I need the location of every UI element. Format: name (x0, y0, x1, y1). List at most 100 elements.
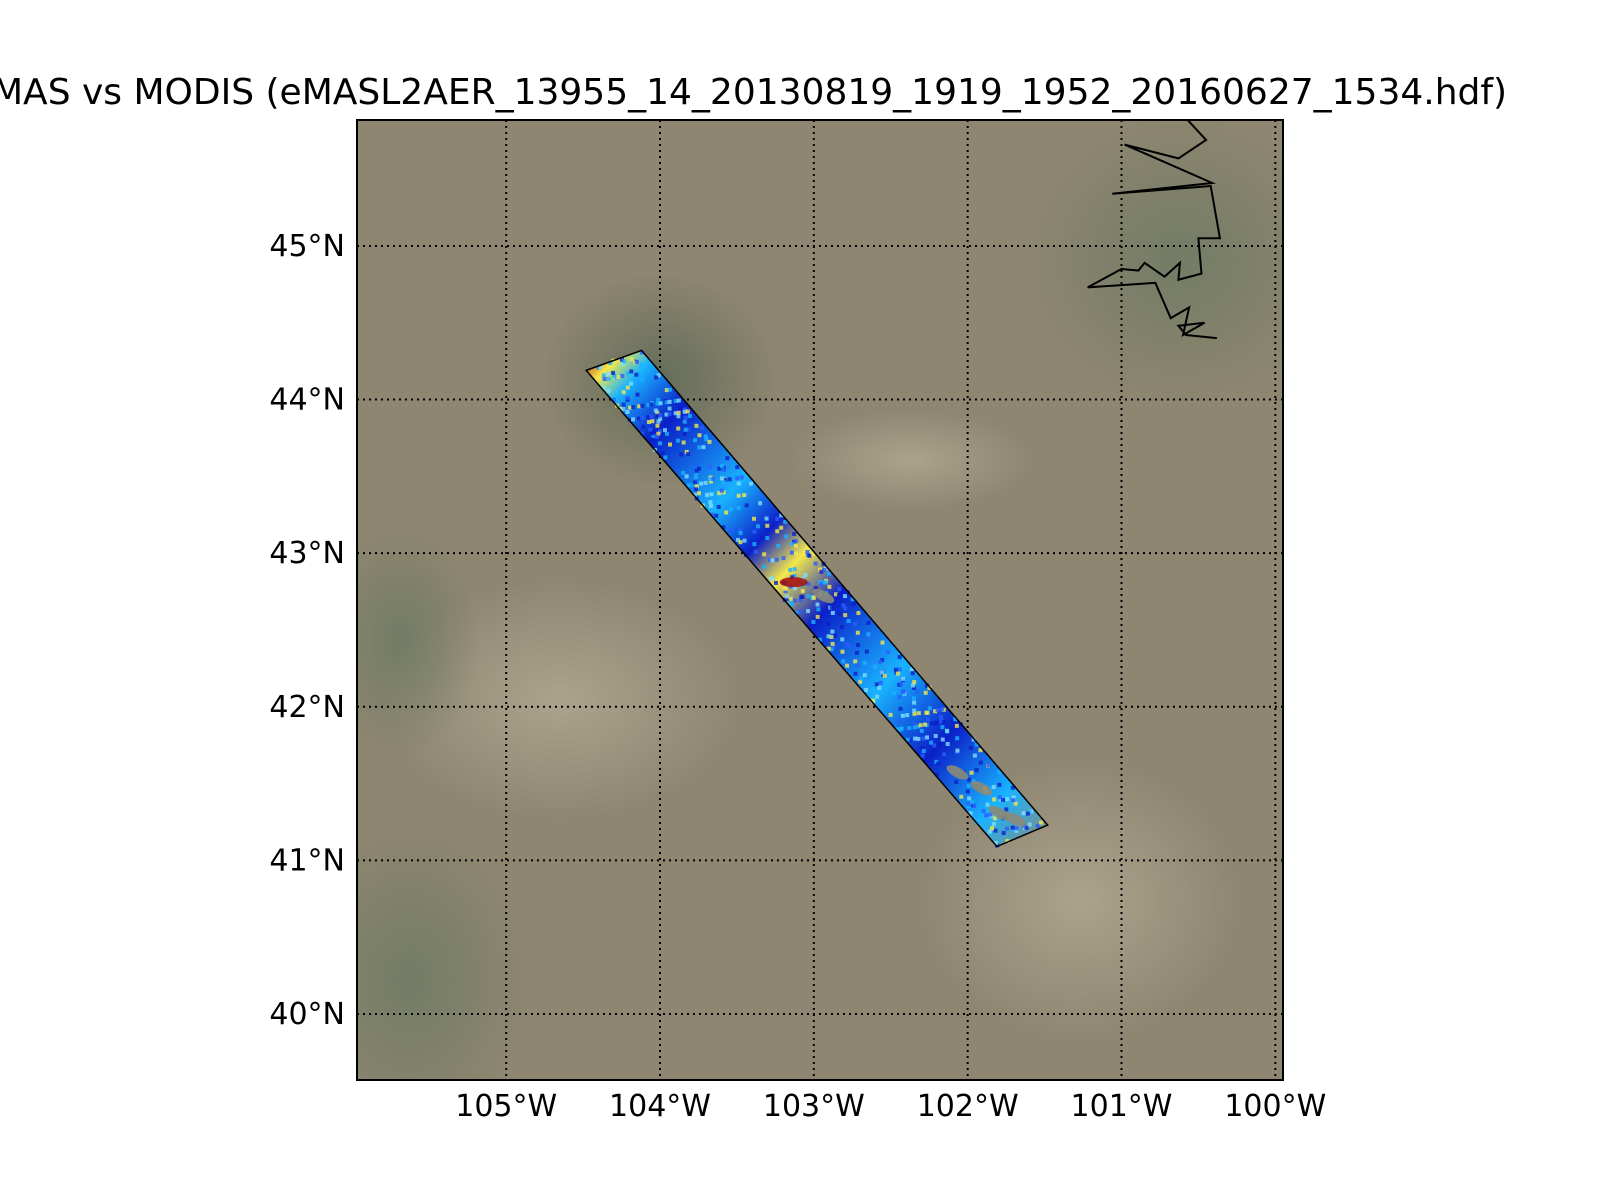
swath-speck (625, 385, 630, 390)
swath-speck (922, 722, 927, 727)
swath-speck (660, 451, 665, 456)
swath-speck (725, 456, 730, 461)
swath-speck (954, 779, 959, 784)
swath-speck (945, 728, 950, 733)
swath-speck (925, 683, 930, 688)
swath-speck (843, 613, 848, 618)
swath-speck (939, 715, 944, 720)
swath-speck (673, 398, 678, 403)
swath-speck (934, 772, 939, 777)
swath-speck (789, 602, 794, 607)
swath-speck (993, 816, 998, 821)
swath-speck (920, 753, 925, 758)
swath-speck (622, 359, 627, 364)
swath-speck (792, 586, 797, 591)
swath-speck (707, 439, 712, 444)
swath-speck (621, 390, 626, 395)
swath-speck (693, 462, 698, 467)
swath-speck (954, 723, 959, 728)
swath-speck (853, 671, 858, 676)
swath-speck (901, 676, 906, 681)
swath-speck (805, 549, 810, 554)
swath-speck (855, 630, 860, 635)
swath-speck (738, 527, 743, 532)
lon-tick-label: 102°W (917, 1089, 1019, 1124)
swath-speck (897, 655, 902, 660)
swath-speck (640, 403, 645, 408)
swath-speck (699, 425, 704, 430)
swath-speck (915, 689, 920, 694)
swath-speck (611, 397, 616, 402)
swath-speck (717, 466, 722, 471)
swath-speck (708, 500, 713, 505)
swath-speck (966, 803, 971, 808)
swath-speck (667, 412, 672, 417)
swath-speck (768, 558, 773, 563)
swath-speck (606, 364, 611, 369)
swath-speck (649, 414, 654, 419)
swath-speck (918, 723, 923, 728)
swath-speck (907, 726, 912, 731)
swath-speck (667, 442, 672, 447)
swath-speck (654, 375, 659, 380)
swath-speck (984, 813, 989, 818)
swath-speck (1027, 822, 1032, 827)
swath-speck (739, 475, 744, 480)
swath-speck (735, 476, 740, 481)
swath-speck (688, 414, 693, 419)
swath-speck (653, 408, 658, 413)
swath-speck (859, 676, 864, 681)
swath-speck (751, 516, 756, 521)
swath-speck (658, 416, 663, 421)
swath-speck (788, 596, 793, 601)
aerosol-swath (584, 349, 1049, 848)
swath-speck (910, 671, 915, 676)
swath-speck (829, 647, 834, 652)
swath-speck (916, 736, 921, 741)
swath-speck (911, 696, 916, 701)
swath-speck (629, 369, 634, 374)
swath-speck (658, 429, 663, 434)
swath-speck (788, 599, 793, 604)
swath-speck (910, 683, 915, 688)
swath-speck (707, 477, 712, 482)
swath-speck (862, 660, 867, 665)
swath-speck (736, 493, 741, 498)
swath-speck (854, 650, 859, 655)
swath-speck (650, 431, 655, 436)
swath-speck (913, 736, 918, 741)
swath-speck (901, 689, 906, 694)
swath-speck (882, 673, 887, 678)
swath-speck (676, 426, 681, 431)
swath-speck (974, 742, 979, 747)
swath-speck (888, 712, 893, 717)
swath-speck (852, 647, 857, 652)
swath-speck (987, 829, 992, 834)
swath-speck (856, 610, 861, 615)
swath-speck (840, 637, 845, 642)
swath-speck (846, 643, 851, 648)
swath-speck (620, 357, 625, 362)
swath-speck (797, 609, 802, 614)
swath-speck (694, 471, 699, 476)
swath-speck (682, 419, 687, 424)
swath-speck (608, 361, 613, 366)
swath-speck (811, 619, 816, 624)
swath-speck (912, 700, 917, 705)
swath-speck (912, 720, 917, 725)
swath-speck (991, 785, 996, 790)
swath-speck (656, 431, 661, 436)
swath-speck (673, 411, 678, 416)
swath-speck (916, 711, 921, 716)
swath-speck (697, 445, 702, 450)
swath-speck (775, 516, 780, 521)
swath-speck (664, 388, 669, 393)
swath-speck (912, 708, 917, 713)
swath-speck (898, 706, 903, 711)
swath-speck (656, 397, 661, 402)
swath-speck (833, 592, 838, 597)
swath-speck (923, 690, 928, 695)
swath-speck (692, 480, 697, 485)
swath-speck (967, 777, 972, 782)
